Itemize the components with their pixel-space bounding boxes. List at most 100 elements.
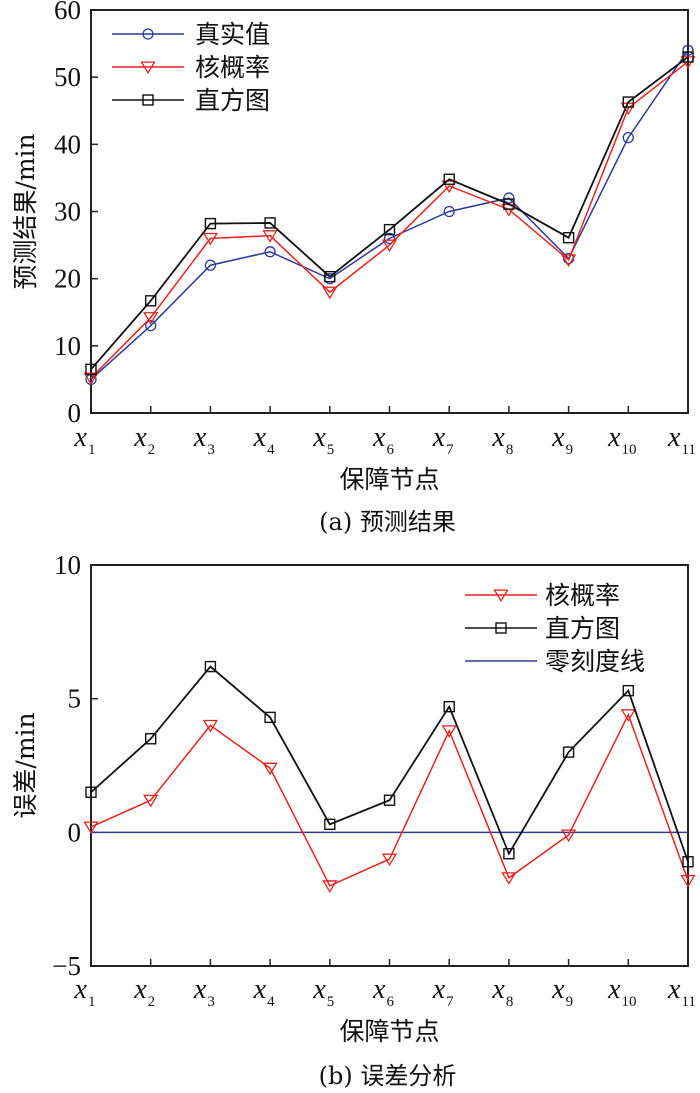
legend-item: 真实值 [112, 20, 270, 49]
data-point [202, 232, 219, 246]
data-point [324, 818, 336, 831]
data-point [204, 660, 217, 673]
data-point [144, 733, 157, 745]
x-tick-label: x7 [432, 422, 454, 458]
data-point [262, 230, 278, 243]
data-point [143, 794, 159, 808]
data-point [262, 762, 278, 776]
chart-a-plot-frame [90, 9, 689, 414]
legend-label: 零刻度线 [545, 647, 645, 676]
data-point [322, 880, 338, 893]
x-tick-label: x5 [312, 974, 334, 1010]
x-tick-label: x8 [491, 422, 513, 458]
series-line [90, 61, 689, 379]
legend-item: 直方图 [112, 86, 270, 115]
y-tick-label: 30 [54, 197, 81, 227]
legend-label: 直方图 [195, 86, 270, 115]
chart-b-caption: (b) 误差分析 [319, 1062, 457, 1090]
chart-a-x-axis: x1 x2 x3 x4 x5 x6 x7 x8 x9 x10 x11 [74, 406, 696, 458]
data-point [381, 853, 398, 867]
legend-marker-icon [142, 94, 154, 106]
x-tick-label: x2 [133, 422, 155, 458]
data-point [560, 829, 577, 843]
legend-item: 核概率 [112, 53, 270, 82]
x-tick-label: x6 [372, 974, 394, 1010]
data-point [443, 205, 455, 218]
chart-b-x-axis: x1 x2 x3 x4 x5 x6 x7 x8 x9 x10 x11 [74, 959, 696, 1010]
series-line [90, 665, 689, 863]
chart-b-y-axis-title: 误差/min [11, 712, 40, 818]
data-point [85, 786, 97, 798]
data-point [622, 684, 634, 697]
x-tick-label: x11 [667, 974, 696, 1010]
x-tick-label: x7 [432, 974, 454, 1010]
data-point [562, 231, 575, 244]
data-point [560, 254, 577, 267]
data-point [620, 709, 636, 722]
y-tick-label: 10 [54, 331, 81, 361]
data-point [501, 872, 517, 885]
data-point [622, 96, 634, 108]
data-point [145, 320, 157, 332]
legend-marker-icon [493, 589, 509, 603]
data-point [322, 286, 338, 300]
data-point [383, 794, 396, 806]
x-tick-label: x9 [551, 422, 573, 458]
data-point [264, 217, 276, 229]
y-tick-label: 50 [54, 62, 81, 92]
series-直方图 [85, 660, 694, 868]
x-tick-label: x4 [253, 422, 275, 458]
x-tick-label: x8 [491, 974, 513, 1010]
y-tick-label: 40 [54, 129, 81, 159]
legend-label: 真实值 [195, 20, 270, 49]
y-tick-label: 0 [68, 398, 82, 428]
x-tick-label: x3 [193, 422, 215, 458]
x-tick-label: x5 [312, 422, 334, 458]
chart-b-error-analysis: −5 0 5 10 x1 x2 x3 x4 x5 x6 x7 x8 x9 x10 x11 核概率直方图零刻… [11, 550, 696, 1090]
data-point [443, 173, 455, 185]
x-tick-label: x6 [372, 422, 394, 458]
series-真实值 [85, 44, 694, 386]
data-point [83, 372, 99, 386]
chart-a-prediction-results: 0 10 20 30 40 50 60 x1 x2 x3 x4 x5 x6 x7 x8 x9 x10 x11 真… [11, 0, 696, 536]
data-point [85, 363, 97, 376]
x-tick-label: x1 [74, 422, 96, 458]
x-tick-label: x10 [607, 974, 636, 1010]
data-point [503, 192, 515, 204]
x-tick-label: x2 [133, 974, 155, 1010]
legend-marker-icon [140, 61, 156, 75]
legend-marker-icon [142, 28, 154, 40]
data-point [622, 131, 634, 144]
data-point [503, 848, 515, 860]
series-直方图 [85, 51, 694, 376]
data-point [680, 874, 696, 888]
data-point [83, 821, 99, 835]
chart-a-series-group [83, 44, 696, 386]
data-point [441, 725, 457, 738]
data-point [204, 259, 217, 271]
y-tick-label: 10 [54, 550, 81, 580]
data-point [562, 746, 575, 758]
data-point [441, 180, 457, 194]
chart-a-caption: (a) 预测结果 [319, 508, 456, 536]
data-point [264, 246, 276, 258]
chart-a-y-axis: 0 10 20 30 40 50 60 [54, 0, 98, 428]
legend-label: 核概率 [195, 53, 270, 82]
data-point [143, 312, 159, 325]
data-point [383, 223, 396, 236]
x-tick-label: x1 [74, 974, 96, 1010]
y-tick-label: 20 [54, 264, 81, 294]
data-point [503, 198, 515, 210]
data-point [144, 295, 157, 307]
data-point [383, 232, 396, 245]
data-point [682, 51, 694, 63]
chart-b-x-axis-title: 保障节点 [339, 1017, 439, 1046]
chart-a-x-axis-title: 保障节点 [339, 465, 439, 494]
y-tick-label: −5 [52, 951, 81, 981]
series-line [90, 56, 689, 370]
series-核概率 [83, 709, 696, 893]
data-point [682, 856, 694, 868]
